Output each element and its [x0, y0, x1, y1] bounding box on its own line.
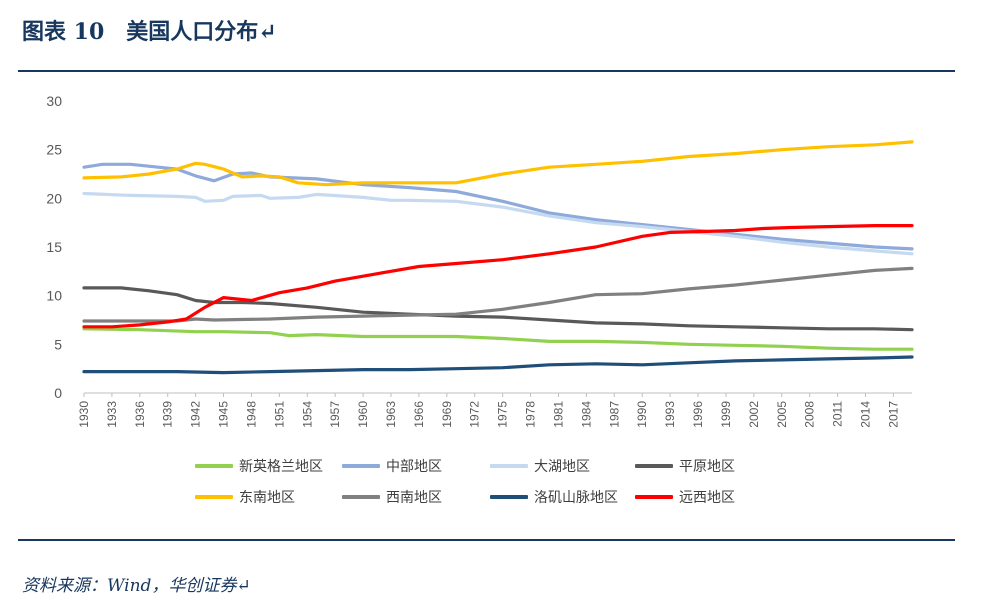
legend-item: 东南地区	[195, 486, 295, 508]
legend-label: 远西地区	[679, 490, 735, 506]
chart-axes: 0 5 10 15 20 25 30 1930 1933 1936 1939 1942 1945 1948…	[46, 93, 912, 428]
x-tick-label: 2017	[886, 401, 900, 428]
x-tick-label: 1978	[524, 401, 538, 428]
x-tick-label: 1960	[356, 401, 370, 428]
series-line-0	[82, 327, 914, 351]
legend-label: 西南地区	[386, 490, 442, 506]
legend-item: 中部地区	[342, 455, 442, 477]
x-tick-label: 1969	[440, 401, 454, 428]
x-tick-label: 2011	[831, 401, 845, 427]
legend-item: 西南地区	[342, 486, 442, 508]
series-line-5	[82, 266, 914, 323]
x-tick-label: 1942	[189, 401, 203, 428]
y-tick-label: 30	[46, 93, 62, 109]
legend-item: 新英格兰地区	[195, 455, 323, 477]
legend-item: 平原地区	[635, 455, 735, 477]
legend-item: 大湖地区	[490, 455, 590, 477]
x-tick-label: 1975	[496, 401, 510, 428]
legend-swatch	[635, 464, 673, 468]
x-tick-label: 1987	[607, 401, 621, 428]
x-tick-label: 1945	[217, 401, 231, 428]
x-tick-label: 1996	[691, 401, 705, 428]
legend-swatch	[195, 464, 233, 468]
x-tick-label: 1999	[719, 401, 733, 428]
x-tick-label: 2002	[747, 401, 761, 428]
x-tick-label: 1939	[161, 401, 175, 428]
series-line-2	[82, 191, 914, 256]
series-line-7	[82, 224, 914, 329]
x-tick-label: 1957	[328, 401, 342, 428]
x-tick-label: 1981	[551, 401, 565, 428]
legend-swatch	[635, 495, 673, 499]
series-line-4	[82, 140, 914, 187]
legend-label: 中部地区	[386, 459, 442, 475]
x-tick-label: 1930	[77, 401, 91, 428]
series-line-6	[82, 355, 914, 375]
x-tick-label: 1990	[635, 401, 649, 428]
legend-label: 大湖地区	[534, 459, 590, 475]
x-tick-label: 1984	[579, 401, 593, 428]
legend-swatch	[342, 464, 380, 468]
source-note: 资料来源：Wind，华创证券↵	[22, 576, 251, 596]
y-tick-label: 25	[46, 142, 62, 158]
x-tick-label: 1966	[412, 401, 426, 428]
x-tick-label: 2005	[775, 401, 789, 428]
y-tick-label: 10	[46, 288, 62, 304]
legend-item: 远西地区	[635, 486, 735, 508]
legend-label: 平原地区	[679, 459, 735, 475]
page-title: 图表 10 美国人口分布↵	[22, 19, 277, 45]
y-tick-label: 20	[46, 190, 62, 206]
legend-label: 新英格兰地区	[239, 459, 323, 475]
legend-swatch	[490, 495, 528, 499]
legend-label: 东南地区	[239, 490, 295, 506]
y-tick-label: 5	[54, 336, 62, 352]
legend-label: 洛矶山脉地区	[534, 490, 618, 506]
x-tick-label: 1951	[272, 401, 286, 428]
x-tick-label: 1993	[663, 401, 677, 428]
chart-series-group	[82, 140, 914, 375]
x-tick-label: 1963	[384, 401, 398, 428]
x-tick-label: 1954	[300, 401, 314, 428]
x-tick-label: 2014	[858, 401, 872, 428]
x-tick-label: 1972	[468, 401, 482, 428]
legend-item: 洛矶山脉地区	[490, 486, 618, 508]
x-tick-label: 1936	[133, 401, 147, 428]
legend-swatch	[195, 495, 233, 499]
x-tick-label: 2008	[803, 401, 817, 428]
y-tick-label: 15	[46, 239, 62, 255]
x-tick-label: 1948	[244, 401, 258, 428]
y-tick-label: 0	[54, 385, 62, 401]
bottom-divider	[18, 539, 955, 541]
legend-swatch	[490, 464, 528, 468]
top-divider	[18, 70, 955, 72]
legend-swatch	[342, 495, 380, 499]
x-tick-label: 1933	[105, 401, 119, 428]
